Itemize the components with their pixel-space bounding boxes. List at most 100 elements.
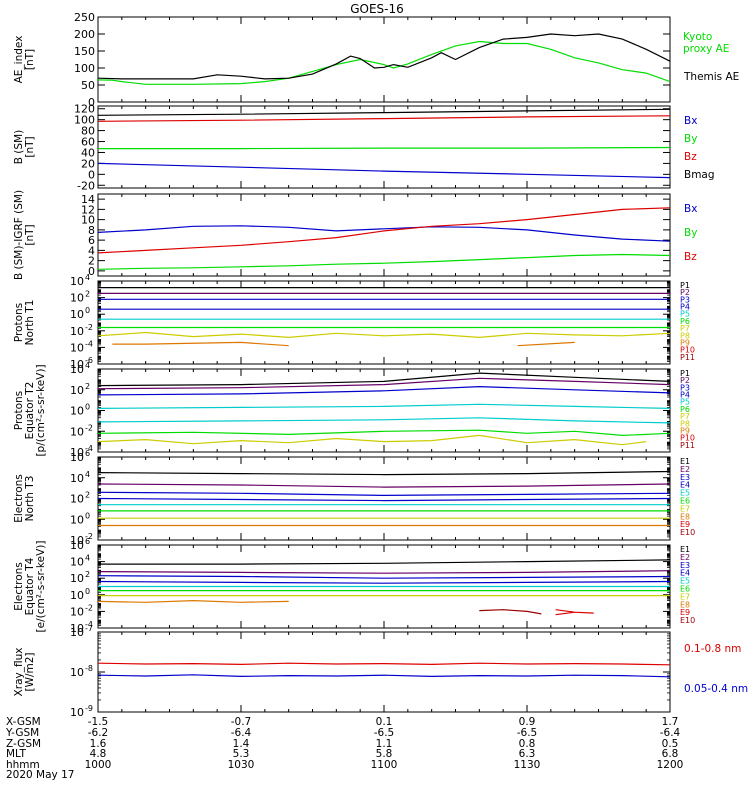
y-tick-label: 80 [81, 125, 95, 138]
legend-entry: P9 [680, 338, 690, 347]
legend-entry: P10 [680, 346, 695, 355]
y-tick-exponent: 2 [85, 570, 90, 579]
footer-value: 1030 [228, 759, 255, 771]
y-tick-label: 10 [70, 405, 84, 418]
series-line-bx [98, 162, 670, 179]
y-tick-label: 10 [70, 446, 84, 459]
footer-value: -1.5 [88, 716, 109, 728]
y-tick-label: -20 [77, 179, 95, 192]
footer-value: 1100 [371, 759, 398, 771]
y-tick-label: 10 [70, 472, 84, 485]
footer-value: 5.8 [376, 748, 393, 760]
legend-entry: E8 [680, 512, 690, 521]
footer-value: 0.1 [376, 716, 393, 728]
series-line-p8b [517, 341, 575, 347]
y-axis-label: Electrons [13, 562, 25, 611]
y-tick-label: 10 [70, 425, 84, 438]
series-line-bx [98, 225, 670, 242]
series-line-e2 [98, 570, 670, 574]
footer-value: 1.1 [376, 738, 393, 750]
y-tick-label: 10 [81, 214, 95, 227]
y-tick-exponent: -2 [85, 603, 93, 612]
y-tick-label: 20 [81, 157, 95, 170]
legend-entry: 0.05-0.4 nm [684, 683, 748, 695]
legend-entry: E2 [680, 465, 690, 474]
y-tick-exponent: 2 [85, 290, 90, 299]
footer-value: 1130 [514, 759, 541, 771]
series-line-e3 [98, 575, 670, 579]
y-axis-label: B (SM) [13, 130, 25, 164]
footer-value: -0.7 [231, 716, 252, 728]
y-tick-exponent: -7 [85, 624, 93, 633]
legend-entry: Themis AE [683, 71, 739, 83]
legend-entry: E10 [680, 616, 695, 625]
legend-entry: P2 [680, 288, 690, 297]
legend-entry: By [684, 133, 697, 145]
legend-entry: P11 [680, 441, 695, 450]
y-tick-label: 0 [88, 96, 95, 109]
y-axis-label: [nT] [24, 136, 36, 157]
series-line-by [98, 146, 670, 150]
legend-entry: Bx [684, 115, 697, 127]
legend-entry: P7 [680, 324, 690, 333]
series-line-bz [98, 115, 670, 122]
legend-entry: P6 [680, 405, 690, 414]
y-tick-label: 200 [74, 28, 95, 41]
series-line-p1 [98, 372, 670, 387]
y-tick-label: 10 [70, 589, 84, 602]
series-line-bmag [98, 108, 670, 116]
legend-entry: Kyoto [683, 31, 712, 43]
series-line-e9 [479, 609, 542, 615]
y-tick-label: 10 [70, 308, 84, 321]
series-line-p5 [98, 417, 670, 424]
y-tick-exponent: 4 [85, 361, 90, 370]
y-axis-label: AE_index [13, 36, 25, 84]
series-line-e2 [98, 483, 670, 488]
series-line-p2 [98, 377, 670, 390]
legend-entry: E4 [680, 481, 690, 490]
y-tick-exponent: -4 [85, 339, 93, 348]
y-tick-label: 250 [74, 11, 95, 24]
y-tick-label: 10 [70, 363, 84, 376]
y-tick-exponent: 4 [85, 273, 90, 282]
legend-entry: Bz [684, 251, 697, 263]
series-line-p8 [112, 341, 289, 347]
legend-entry: P8 [680, 419, 690, 428]
y-tick-label: 0 [88, 168, 95, 181]
legend-entry: E9 [680, 520, 690, 529]
series-line-e4 [98, 497, 670, 502]
y-tick-exponent: 2 [85, 491, 90, 500]
legend-entry: E7 [680, 592, 690, 601]
footer-value: 4.8 [90, 748, 107, 760]
y-tick-exponent: -6 [85, 356, 93, 365]
series-line-bz [98, 207, 670, 254]
y-tick-label: 60 [81, 136, 95, 149]
legend-entry: E5 [680, 489, 690, 498]
footer-value: 1000 [85, 759, 112, 771]
legend-entry: E6 [680, 497, 690, 506]
legend-entry: P10 [680, 434, 695, 443]
footer-row-label: X-GSM [6, 716, 41, 728]
legend-entry: P5 [680, 398, 690, 407]
y-axis-label: [nT] [24, 49, 36, 70]
footer-row-label: MLT [6, 748, 26, 760]
legend-entry: E2 [680, 553, 690, 562]
legend-entry: E5 [680, 577, 690, 586]
y-tick-label: 10 [70, 292, 84, 305]
y-axis-label: Equator T4 [24, 557, 36, 615]
y-tick-label: 4 [88, 244, 95, 257]
legend-entry: E4 [680, 569, 690, 578]
legend-entry: proxy AE [683, 43, 729, 55]
series-line-p6 [98, 429, 670, 437]
series-line-0-05-0-4-nm [98, 674, 670, 678]
series-line-0-1-0-8-nm [98, 662, 670, 666]
plot-title: GOES-16 [350, 2, 404, 16]
y-tick-exponent: 4 [85, 470, 90, 479]
